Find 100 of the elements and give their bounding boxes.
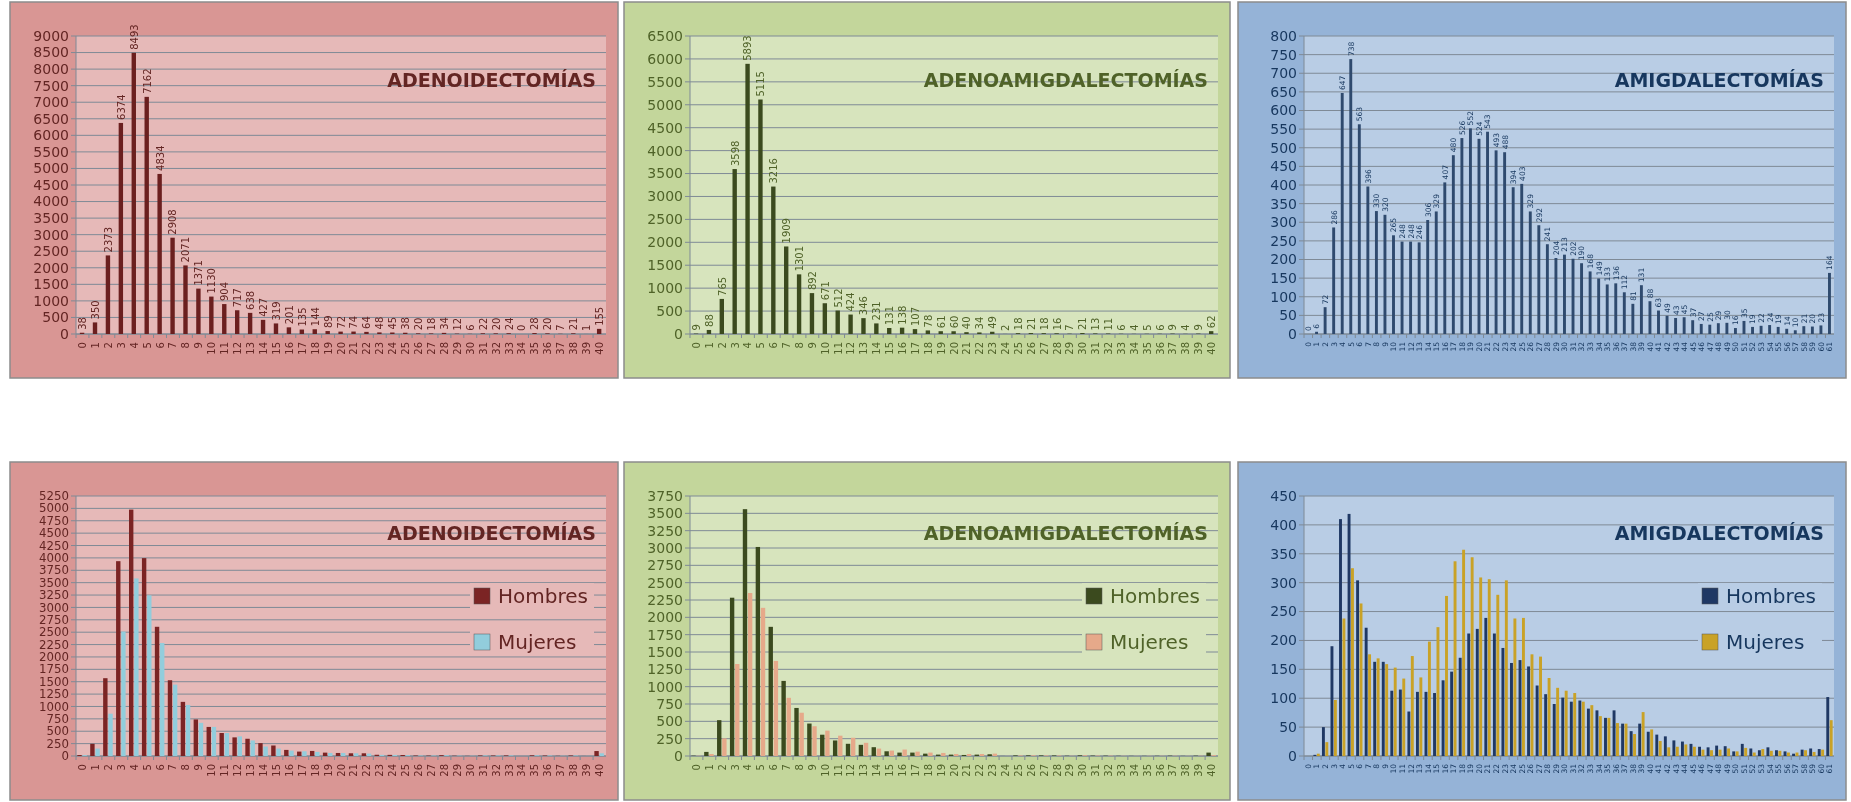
x-tick-label: 25: [400, 764, 412, 777]
y-tick-label: 300: [1270, 214, 1297, 231]
bar: [1768, 325, 1772, 334]
data-label: 12: [451, 317, 463, 331]
y-tick-label: 5500: [647, 73, 683, 90]
bar: [286, 327, 292, 334]
x-tick-label: 36: [542, 342, 554, 355]
x-tick-label: 1: [89, 764, 101, 771]
y-tick-label: 3500: [39, 575, 69, 590]
bar: [1682, 317, 1686, 334]
bar: [309, 750, 315, 756]
data-label: 717: [232, 288, 244, 308]
y-tick-label: 7000: [33, 94, 69, 111]
y-tick-label: 1250: [647, 661, 683, 678]
x-tick-label: 28: [1051, 764, 1063, 777]
bar: [224, 733, 230, 756]
x-tick-label: 30: [1077, 764, 1089, 777]
bar: [273, 323, 279, 334]
bar: [845, 743, 851, 756]
bar: [1699, 323, 1703, 334]
data-label: 6: [1115, 324, 1127, 331]
bar: [1718, 749, 1722, 756]
bar: [1392, 235, 1395, 334]
data-label: 34: [974, 316, 986, 330]
x-tick-label: 9: [193, 342, 205, 349]
bar: [1390, 690, 1394, 756]
y-tick-label: 1500: [647, 257, 683, 274]
data-label: 40: [961, 316, 973, 330]
x-tick-label: 29: [451, 342, 463, 355]
data-label: 2908: [167, 209, 179, 235]
y-tick-label: 2500: [39, 625, 69, 640]
data-label: 64: [361, 316, 373, 329]
data-label: 21: [1077, 317, 1089, 331]
x-tick-label: 25: [1012, 764, 1024, 777]
y-tick-label: 3500: [647, 505, 683, 522]
bar: [1315, 331, 1319, 334]
bar: [1554, 258, 1558, 334]
x-tick-label: 11: [832, 764, 844, 777]
bar: [284, 749, 289, 756]
y-tick-label: 600: [1270, 102, 1297, 119]
data-label: 7: [555, 324, 567, 331]
data-label: 21: [568, 317, 580, 331]
bar: [704, 751, 709, 756]
data-label: 138: [896, 305, 908, 325]
bar: [325, 331, 330, 334]
bar: [1458, 657, 1462, 756]
bar: [1547, 678, 1551, 756]
y-tick-label: 1000: [647, 280, 683, 297]
bar: [289, 750, 294, 756]
x-tick-label: 35: [1141, 764, 1153, 777]
bar: [144, 96, 149, 334]
y-tick-label: 2500: [33, 243, 69, 260]
y-tick-label: 6500: [33, 110, 69, 127]
y-tick-label: 200: [1270, 251, 1297, 268]
bar: [925, 330, 931, 334]
bar: [211, 726, 217, 756]
x-tick-label: 6: [768, 764, 780, 771]
x-tick-label: 34: [1128, 764, 1140, 777]
x-tick-label: 7: [781, 342, 793, 349]
x-tick-label: 6: [154, 764, 166, 771]
bar: [1484, 617, 1488, 756]
x-tick-label: 22: [361, 764, 373, 777]
bar: [1564, 690, 1568, 756]
bar: [838, 735, 843, 756]
y-tick-label: 700: [1270, 65, 1297, 82]
bar: [1511, 187, 1515, 334]
y-tick-label: 3000: [647, 539, 683, 556]
x-tick-label: 38: [568, 342, 580, 355]
x-tick-label: 31: [477, 342, 489, 355]
bar: [1573, 693, 1577, 756]
data-label: 38: [76, 317, 88, 330]
x-tick-label: 2: [716, 342, 728, 349]
bar: [1374, 211, 1378, 334]
bar: [1605, 284, 1609, 334]
bar: [1776, 326, 1780, 334]
bar: [198, 722, 204, 756]
x-tick-label: 32: [1103, 764, 1115, 777]
y-tick-label: 4000: [647, 142, 683, 159]
x-tick-label: 22: [361, 342, 373, 355]
x-tick-label: 40: [1206, 342, 1218, 355]
x-tick-label: 23: [374, 342, 386, 355]
bar: [1708, 324, 1712, 334]
bar: [1398, 689, 1402, 756]
data-label: 346: [858, 296, 870, 316]
data-label: 1130: [206, 268, 218, 294]
y-tick-label: 2000: [647, 234, 683, 251]
bar: [871, 747, 876, 756]
bar: [742, 509, 748, 756]
y-tick-label: 9000: [33, 27, 69, 44]
data-label: 0: [516, 324, 528, 331]
data-label: 9: [1193, 324, 1205, 331]
data-label: 201: [283, 305, 295, 325]
text: ADENOIDECTOMÍAS: [387, 68, 596, 91]
bar: [1663, 736, 1667, 756]
text: AMIGDALECTOMÍAS: [1614, 68, 1824, 91]
y-tick-label: 450: [1270, 487, 1297, 504]
bar: [902, 749, 907, 756]
data-label: 34: [438, 317, 450, 330]
bar: [796, 274, 802, 334]
bar: [735, 664, 740, 756]
